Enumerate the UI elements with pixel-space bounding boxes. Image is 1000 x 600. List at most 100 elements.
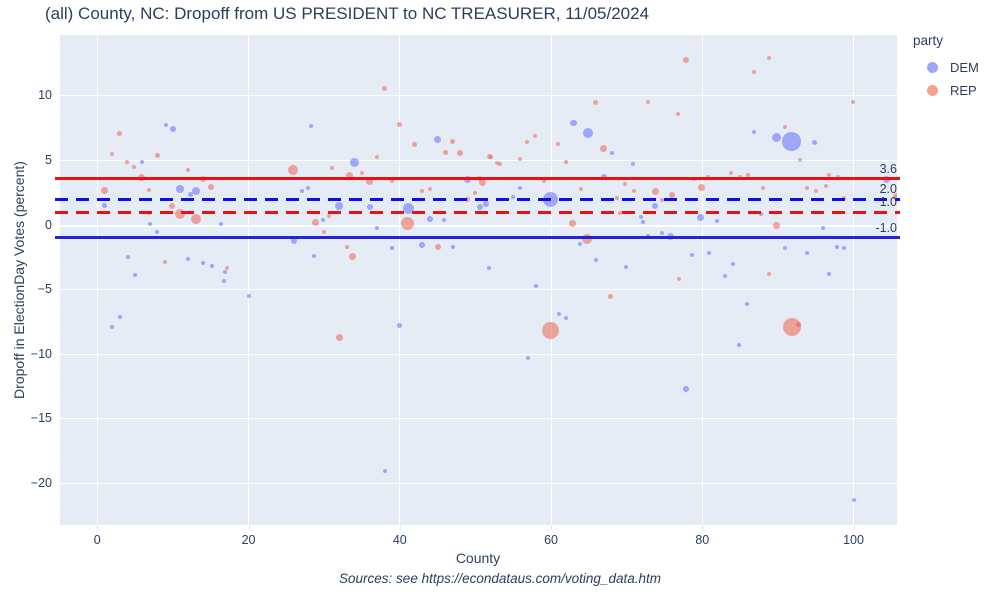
data-point-rep[interactable]	[412, 142, 418, 148]
data-point-rep[interactable]	[101, 186, 109, 194]
data-point-rep[interactable]	[541, 321, 559, 339]
data-point-rep[interactable]	[175, 209, 186, 220]
data-point-rep[interactable]	[497, 162, 502, 167]
data-point-rep[interactable]	[163, 259, 168, 264]
data-point-dem[interactable]	[771, 132, 781, 142]
data-point-rep[interactable]	[200, 175, 207, 182]
data-point-rep[interactable]	[782, 318, 801, 337]
data-point-rep[interactable]	[327, 213, 332, 218]
data-point-rep[interactable]	[382, 85, 388, 91]
data-point-rep[interactable]	[797, 158, 802, 163]
data-point-dem[interactable]	[811, 139, 817, 145]
data-point-dem[interactable]	[882, 175, 890, 183]
data-point-rep[interactable]	[335, 333, 343, 341]
data-point-dem[interactable]	[349, 157, 359, 167]
data-point-rep[interactable]	[555, 141, 560, 146]
data-point-dem[interactable]	[556, 311, 561, 316]
data-point-dem[interactable]	[308, 123, 313, 128]
data-point-rep[interactable]	[225, 265, 230, 270]
data-point-rep[interactable]	[116, 131, 122, 137]
data-point-dem[interactable]	[759, 212, 764, 217]
data-point-dem[interactable]	[730, 261, 735, 266]
data-point-rep[interactable]	[617, 210, 622, 215]
data-point-dem[interactable]	[312, 254, 317, 259]
data-point-rep[interactable]	[814, 189, 819, 194]
data-point-rep[interactable]	[456, 149, 463, 156]
data-point-dem[interactable]	[751, 129, 756, 134]
data-point-dem[interactable]	[148, 222, 153, 227]
data-point-rep[interactable]	[752, 70, 757, 75]
data-point-rep[interactable]	[518, 157, 523, 162]
data-point-rep[interactable]	[676, 277, 681, 282]
data-point-dem[interactable]	[427, 216, 434, 223]
data-point-dem[interactable]	[290, 237, 297, 244]
data-point-rep[interactable]	[804, 185, 809, 190]
data-point-dem[interactable]	[382, 468, 387, 473]
data-point-dem[interactable]	[187, 192, 193, 198]
data-point-dem[interactable]	[782, 245, 787, 250]
data-point-rep[interactable]	[147, 188, 152, 193]
data-point-rep[interactable]	[137, 173, 145, 181]
data-point-rep[interactable]	[599, 145, 607, 153]
data-point-dem[interactable]	[321, 217, 326, 222]
data-point-dem[interactable]	[450, 245, 455, 250]
data-point-dem[interactable]	[169, 126, 176, 133]
data-point-dem[interactable]	[623, 265, 628, 270]
data-point-dem[interactable]	[176, 184, 185, 193]
data-point-rep[interactable]	[827, 172, 832, 177]
data-point-dem[interactable]	[689, 252, 694, 257]
data-point-rep[interactable]	[579, 186, 584, 191]
data-point-rep[interactable]	[366, 178, 374, 186]
data-point-dem[interactable]	[218, 221, 223, 226]
data-point-dem[interactable]	[117, 314, 122, 319]
data-point-rep[interactable]	[608, 293, 614, 299]
data-point-rep[interactable]	[651, 187, 659, 195]
data-point-dem[interactable]	[542, 191, 558, 207]
data-point-rep[interactable]	[359, 171, 364, 176]
data-point-dem[interactable]	[842, 245, 847, 250]
data-point-rep[interactable]	[542, 179, 547, 184]
data-point-dem[interactable]	[133, 273, 138, 278]
data-point-dem[interactable]	[682, 386, 689, 393]
plot-area[interactable]	[60, 35, 897, 525]
data-point-dem[interactable]	[390, 245, 395, 250]
data-point-rep[interactable]	[186, 168, 191, 173]
data-point-dem[interactable]	[645, 234, 650, 239]
data-point-dem[interactable]	[518, 186, 523, 191]
data-point-rep[interactable]	[488, 154, 493, 159]
data-point-dem[interactable]	[102, 203, 108, 209]
data-point-rep[interactable]	[322, 229, 327, 234]
data-point-dem[interactable]	[525, 356, 530, 361]
data-point-dem[interactable]	[722, 274, 727, 279]
data-point-rep[interactable]	[682, 56, 689, 63]
data-point-rep[interactable]	[375, 154, 380, 159]
data-point-dem[interactable]	[570, 119, 577, 127]
data-point-rep[interactable]	[345, 172, 353, 180]
data-point-dem[interactable]	[335, 201, 344, 210]
data-point-dem[interactable]	[442, 217, 447, 222]
data-point-dem[interactable]	[583, 128, 594, 139]
data-point-dem[interactable]	[366, 203, 373, 210]
data-point-dem[interactable]	[697, 213, 705, 221]
data-point-dem[interactable]	[834, 245, 839, 250]
data-point-dem[interactable]	[126, 255, 131, 260]
data-point-dem[interactable]	[744, 301, 749, 306]
data-point-dem[interactable]	[631, 162, 636, 167]
data-point-dem[interactable]	[707, 251, 712, 256]
data-point-rep[interactable]	[676, 111, 681, 116]
data-point-rep[interactable]	[850, 99, 855, 104]
data-point-dem[interactable]	[820, 226, 825, 231]
data-point-rep[interactable]	[614, 195, 619, 200]
data-point-rep[interactable]	[760, 186, 765, 191]
data-point-rep[interactable]	[823, 184, 828, 189]
data-point-rep[interactable]	[632, 188, 637, 193]
data-point-dem[interactable]	[827, 272, 832, 277]
data-point-dem[interactable]	[223, 269, 228, 274]
data-point-dem[interactable]	[221, 278, 226, 283]
data-point-rep[interactable]	[311, 218, 319, 226]
legend-item-dem[interactable]: DEM	[903, 56, 998, 79]
data-point-rep[interactable]	[893, 192, 897, 201]
data-point-dem[interactable]	[139, 159, 144, 164]
data-point-rep[interactable]	[472, 190, 477, 195]
data-point-dem[interactable]	[640, 219, 645, 224]
